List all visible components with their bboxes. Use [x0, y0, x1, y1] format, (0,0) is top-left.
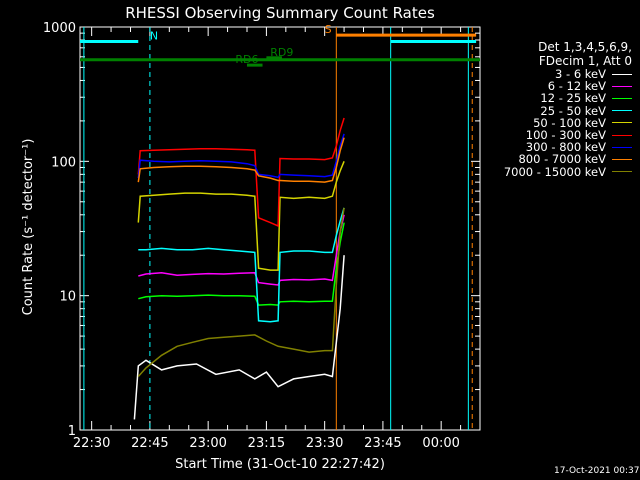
legend-entry-label: 25 - 50 keV: [540, 103, 606, 118]
series-line-300-800-kev: [137, 133, 345, 179]
y-tick-label: 100: [51, 155, 76, 170]
annotations: NSRD6RD9: [80, 23, 480, 67]
y-tick-label: 1: [68, 424, 76, 439]
x-axis-label: Start Time (31-Oct-10 22:27:42): [175, 457, 385, 472]
x-tick-label: 23:15: [248, 436, 285, 451]
legend-entry-label: 6 - 12 keV: [547, 79, 606, 94]
legend-entry: 12 - 25 keV: [480, 91, 632, 106]
legend-entry-label: 12 - 25 keV: [540, 91, 606, 106]
legend-entry-label: 50 - 100 keV: [533, 115, 606, 130]
x-tick-label: 22:30: [73, 436, 110, 451]
legend-entry: 7000 - 15000 keV: [480, 164, 632, 179]
legend-entry: 25 - 50 keV: [480, 103, 632, 118]
x-tick-label: 23:45: [364, 436, 401, 451]
chart-title: RHESSI Observing Summary Count Rates: [125, 4, 435, 22]
series-line-6-12-kev: [138, 214, 345, 286]
series-line-50-100-kev: [137, 161, 345, 271]
generation-timestamp: 17-Oct-2021 00:37: [554, 466, 640, 476]
vertical-markers: [83, 27, 473, 430]
series-line-25-50-kev: [138, 207, 345, 323]
x-tick-label: 00:00: [422, 436, 459, 451]
legend-entry-label: 7000 - 15000 keV: [503, 164, 606, 179]
plot-frame: [79, 26, 481, 431]
legend-entry-label: 300 - 800 keV: [525, 140, 606, 155]
legend-entry: 800 - 7000 keV: [480, 152, 632, 167]
legend-entry: 300 - 800 keV: [480, 140, 632, 155]
series-line-7000-15000-kev: [137, 207, 345, 378]
annotation-label: S: [325, 23, 332, 36]
x-tick-label: 22:45: [131, 436, 168, 451]
legend-swatch: [612, 171, 632, 173]
legend-header-line-2: FDecim 1, Att 0: [538, 54, 632, 68]
legend-swatch: [612, 110, 632, 112]
legend-swatch: [612, 122, 632, 124]
legend-entry-label: 100 - 300 keV: [525, 128, 606, 143]
legend-entry: 100 - 300 keV: [480, 128, 632, 143]
legend-swatch: [612, 85, 632, 87]
y-tick-label: 1000: [43, 21, 76, 36]
legend-entry: 50 - 100 keV: [480, 115, 632, 130]
legend-entry-label: 3 - 6 keV: [555, 67, 606, 82]
series-lines: [133, 117, 345, 420]
legend-swatch: [612, 97, 632, 99]
legend-swatch: [612, 134, 632, 136]
series-line-3-6-kev: [133, 255, 345, 420]
y-axis-label: Count Rate (s⁻¹ detector⁻¹): [21, 139, 36, 316]
legend-entry: 3 - 6 keV: [480, 67, 632, 82]
annotation-label: N: [150, 29, 158, 42]
annotation-label: RD9: [270, 46, 293, 59]
series-line-100-300-kev: [137, 117, 345, 228]
x-tick-label: 23:30: [306, 436, 343, 451]
y-tick-label: 10: [59, 290, 76, 305]
legend-swatch: [612, 158, 632, 160]
axes: 1 10 100 1000 22:30 22:45 23:00 23:15 23:30 23:45…: [43, 21, 481, 451]
legend-entry-label: 800 - 7000 keV: [518, 152, 606, 167]
series-line-12-25-kev: [138, 222, 345, 306]
legend: Det 1,3,4,5,6,9, FDecim 1, Att 0 3 - 6 k…: [480, 40, 632, 179]
legend-swatch: [612, 146, 632, 148]
legend-entry: 6 - 12 keV: [480, 79, 632, 94]
series-line-800-7000-kev: [137, 137, 345, 183]
legend-header-line-1: Det 1,3,4,5,6,9,: [538, 40, 632, 54]
legend-swatch: [612, 73, 632, 75]
x-tick-label: 23:00: [189, 436, 226, 451]
